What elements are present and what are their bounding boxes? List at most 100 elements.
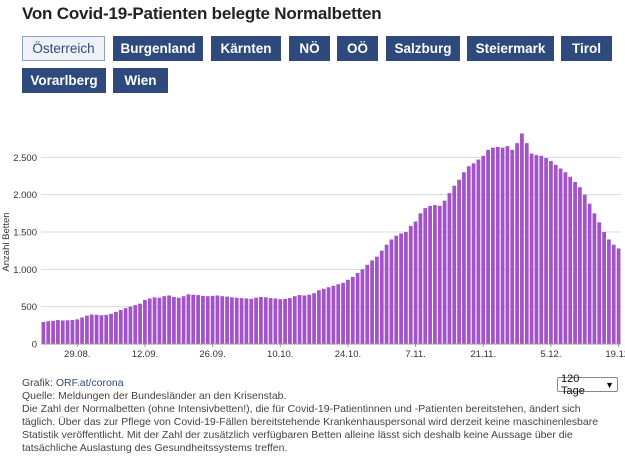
y-tick-label: 2.500 [13, 153, 37, 164]
bar [60, 320, 65, 344]
region-button-vorarlberg[interactable]: Vorarlberg [22, 68, 106, 93]
bar [254, 297, 258, 344]
bar [447, 193, 452, 344]
region-button-wien[interactable]: Wien [113, 68, 168, 93]
bar [152, 297, 157, 344]
bar [138, 303, 142, 344]
bar [404, 232, 408, 344]
bar [582, 194, 587, 344]
bar [268, 298, 273, 344]
bar [278, 299, 283, 344]
bar [312, 293, 316, 344]
bar [104, 314, 109, 344]
region-button-ooe[interactable]: OÖ [337, 36, 378, 61]
bar [263, 297, 268, 344]
bar [524, 143, 529, 344]
bar-chart: 0 500 1.000 1.500 2.000 2.500 29.08. 12.09. 26.… [1, 133, 625, 360]
chart-footer: Grafik: ORF.at/corona Quelle: Meldungen … [22, 377, 612, 455]
bar [302, 295, 307, 344]
bar [505, 146, 510, 344]
bar [46, 321, 51, 344]
bar [336, 284, 341, 344]
x-tick-label: 19.12. [605, 349, 625, 360]
bar [317, 290, 321, 344]
bar [350, 276, 355, 344]
grafik-prefix: Grafik: [22, 377, 56, 389]
bar [360, 269, 365, 344]
grafik-credit: Grafik: ORF.at/corona [22, 377, 612, 390]
bar [85, 315, 89, 344]
bar [259, 296, 263, 344]
bar [529, 153, 534, 344]
x-tick-label: 12.09. [132, 349, 158, 360]
bar [210, 295, 215, 344]
bar [123, 308, 128, 344]
bar [413, 221, 418, 344]
bar [80, 317, 84, 344]
bar [442, 200, 447, 344]
bar [437, 205, 442, 344]
region-button-steiermark[interactable]: Steiermark [467, 36, 554, 61]
bar [558, 168, 563, 344]
bar [563, 172, 568, 344]
bar [573, 181, 577, 344]
bar [616, 248, 621, 344]
bar [331, 285, 336, 344]
bar [89, 314, 94, 344]
bar [56, 320, 60, 344]
bar [147, 298, 152, 344]
grafik-link[interactable]: ORF.at/corona [55, 377, 124, 389]
bar [510, 149, 515, 344]
bar [355, 273, 360, 344]
bar [375, 256, 379, 344]
bar [500, 147, 505, 344]
range-select[interactable]: 120 Tage ▼ [557, 373, 618, 397]
bar [384, 244, 389, 344]
bar [75, 319, 80, 344]
bar [346, 279, 350, 344]
range-select-value: 120 Tage [561, 372, 585, 397]
region-button-kaernten[interactable]: Kärnten [211, 36, 281, 61]
bar [611, 244, 616, 344]
bar [462, 172, 466, 344]
x-tick-label: 29.08. [64, 349, 90, 360]
x-tick-label: 21.11. [470, 349, 496, 360]
region-button-tirol[interactable]: Tirol [561, 36, 612, 61]
bar [51, 320, 55, 344]
bar [607, 239, 611, 344]
bar [452, 185, 457, 344]
y-tick-label: 0 [32, 340, 37, 351]
bar [365, 264, 370, 344]
bar [592, 213, 597, 344]
region-button-salzburg[interactable]: Salzburg [386, 36, 460, 61]
note-text: Die Zahl der Normalbetten (ohne Intensiv… [22, 403, 599, 454]
region-button-burgenland[interactable]: Burgenland [113, 36, 203, 61]
bars [41, 133, 621, 344]
region-button-oesterreich[interactable]: Österreich [22, 36, 105, 61]
bar [549, 161, 553, 344]
bar [230, 297, 234, 344]
bar [118, 310, 123, 344]
bar [428, 205, 432, 344]
bar [114, 311, 118, 344]
bar [133, 305, 138, 344]
y-tick-label: 1.000 [13, 265, 37, 276]
bar [394, 235, 399, 344]
region-button-noe[interactable]: NÖ [289, 36, 330, 61]
bar [220, 296, 225, 344]
bar [418, 213, 423, 344]
y-axis-ticks: 0 500 1.000 1.500 2.000 2.500 [13, 153, 37, 351]
bar [321, 288, 326, 344]
bar [534, 155, 539, 344]
x-tick-label: 10.10. [267, 349, 293, 360]
bar [568, 176, 573, 344]
bar [143, 299, 147, 344]
bar [433, 205, 437, 344]
y-tick-label: 1.500 [13, 228, 37, 239]
y-tick-label: 2.000 [13, 190, 37, 201]
bar [476, 159, 481, 344]
bar [520, 133, 524, 344]
bar [41, 321, 46, 344]
bar [249, 298, 254, 344]
bar [292, 296, 297, 344]
